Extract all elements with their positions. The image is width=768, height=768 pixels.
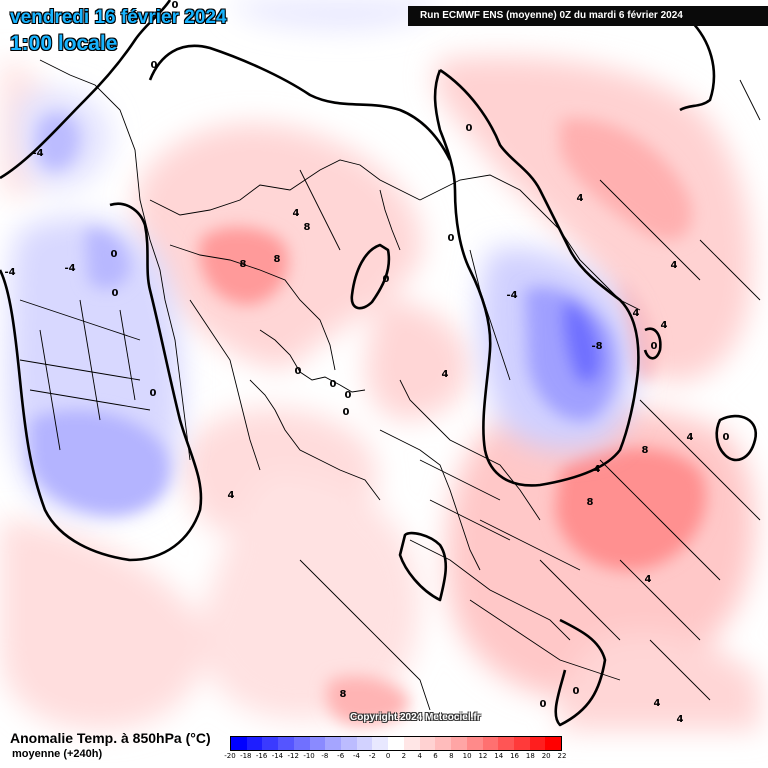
legend-swatch [545, 737, 562, 750]
legend-tick-label: 22 [557, 752, 567, 760]
contour-label: 0 [448, 233, 455, 244]
contour-label: 4 [293, 208, 300, 219]
variable-label: Anomalie Temp. à 850hPa (°C) [10, 730, 211, 746]
color-scale-legend: -20 -18 -16 -14 -12 -10 -8 -6 -4 -2 0 2 4 6 8 10 12 14 16 1… [224, 736, 566, 766]
contour-label: 0 [112, 288, 119, 299]
coastlines [19, 59, 761, 711]
contour-label: 0 [573, 686, 580, 697]
contour-label: 0 [150, 388, 157, 399]
contour-label: 4 [633, 308, 640, 319]
legend-tick-label: -16 [255, 752, 268, 760]
contour-label: 0 [343, 407, 350, 418]
contour-label: 4 [677, 714, 684, 725]
legend-tick-label: -20 [224, 752, 236, 760]
legend-swatch [325, 737, 342, 750]
contour-label: 4 [661, 320, 668, 331]
legend-swatch [388, 737, 404, 750]
contour-label: 8 [340, 689, 347, 700]
legend-tick-label: -12 [287, 752, 299, 760]
contour-label: 4 [442, 369, 449, 380]
legend-tick-label: 10 [462, 752, 472, 760]
strong-cold-anomaly-fill [30, 112, 618, 515]
legend-swatch [262, 737, 279, 750]
contour-label: 0 [295, 366, 302, 377]
legend-tick-label: -4 [352, 752, 360, 760]
contour-label: 0 [345, 390, 352, 401]
legend-tick-label: 8 [449, 752, 454, 760]
legend-swatch [529, 737, 546, 750]
model-run-banner: Run ECMWF ENS (moyenne) 0Z du mardi 6 fé… [408, 6, 768, 26]
contour-label: 8 [642, 445, 649, 456]
legend-tick-label: -6 [337, 752, 345, 760]
legend-tick-label: 4 [417, 752, 422, 760]
contour-label: 8 [304, 222, 311, 233]
legend-swatch [482, 737, 499, 750]
forecast-date: vendredi 16 février 2024 [10, 7, 227, 28]
legend-tick-label: -14 [271, 752, 284, 760]
contour-label: 4 [228, 490, 235, 501]
legend-tick-label: 2 [401, 752, 407, 760]
forecast-time: 1:00 locale [10, 32, 118, 55]
legend-swatch [293, 737, 310, 750]
contour-label: -4 [4, 267, 15, 278]
contour-label: 4 [594, 464, 601, 475]
contour-label: 0 [330, 379, 337, 390]
contour-label: 0 [151, 60, 158, 71]
legend-tick-label: 6 [433, 752, 438, 760]
contour-label: 0 [651, 341, 658, 352]
contour-label: -4 [506, 290, 517, 301]
color-scale-ticks: -20 -18 -16 -14 -12 -10 -8 -6 -4 -2 0 2 4 6 8 10 12 14 16 1… [224, 751, 566, 763]
legend-swatch [403, 737, 420, 750]
legend-tick-label: 12 [478, 752, 488, 760]
legend-swatch [435, 737, 452, 750]
legend-swatch [498, 737, 514, 750]
legend-swatch [419, 737, 436, 750]
legend-swatch [278, 737, 294, 750]
contour-label: 0 [466, 123, 473, 134]
contour-label: -4 [32, 148, 43, 159]
legend-swatch [372, 737, 389, 750]
contour-label: 8 [240, 259, 247, 270]
legend-swatch [466, 737, 483, 750]
contour-label: 4 [577, 193, 584, 204]
legend-tick-label: -8 [321, 752, 329, 760]
legend-tick-label: -10 [303, 752, 315, 760]
legend-tick-label: 18 [525, 752, 535, 760]
legend-swatch [309, 737, 326, 750]
contour-label: 0 [723, 432, 730, 443]
copyright-notice: Copyright 2024 Meteociel.fr [350, 712, 481, 723]
legend-swatch [231, 737, 247, 750]
legend-tick-label: 16 [510, 752, 520, 760]
contour-label: 4 [687, 432, 694, 443]
legend-swatch [513, 737, 530, 750]
legend-tick-label: -18 [240, 752, 252, 760]
legend-swatch [451, 737, 467, 750]
legend-tick-label: 0 [385, 752, 391, 760]
color-scale-bar [230, 736, 562, 751]
contour-label: 8 [274, 254, 281, 265]
contour-label: 0 [540, 699, 547, 710]
contour-label: 0 [172, 0, 179, 11]
legend-swatch [341, 737, 357, 750]
contour-label: 4 [645, 574, 652, 585]
ensemble-subtitle: moyenne (+240h) [12, 748, 103, 760]
legend-swatch [356, 737, 373, 750]
legend-tick-label: -2 [368, 752, 376, 760]
contour-label: 8 [587, 497, 594, 508]
contour-label: 4 [654, 698, 661, 709]
legend-swatch [246, 737, 263, 750]
contour-label: 4 [671, 260, 678, 271]
contour-label: 0 [383, 274, 390, 285]
legend-tick-label: 14 [494, 752, 504, 760]
contour-label: 0 [111, 249, 118, 260]
legend-tick-label: 20 [541, 752, 551, 760]
contour-label: -4 [64, 263, 75, 274]
contour-label: -8 [591, 341, 602, 352]
